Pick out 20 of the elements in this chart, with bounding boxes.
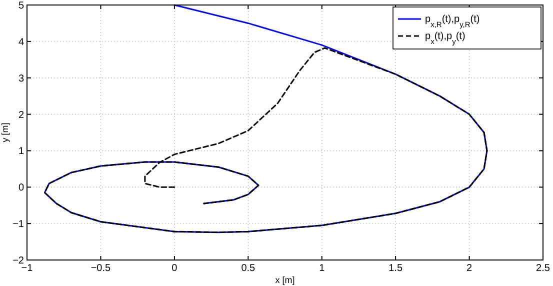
x-tick-label: 0 bbox=[172, 263, 178, 274]
y-tick-label: −1 bbox=[12, 219, 24, 230]
x-tick-label: 1 bbox=[319, 263, 326, 274]
legend-label: p$_{x,R}$(t),p$_{y,R}$(t) bbox=[425, 14, 480, 28]
y-tick-label: 4 bbox=[18, 36, 24, 48]
y-tick-label: 5 bbox=[18, 0, 24, 12]
y-axis-title: y [m] bbox=[0, 122, 10, 142]
y-tick-label: −2 bbox=[12, 256, 24, 266]
y-tick-label: 2 bbox=[18, 110, 24, 121]
x-tick-label: 2 bbox=[466, 263, 473, 274]
x-tick-label: 0.5 bbox=[241, 263, 256, 274]
y-tick-label: 1 bbox=[18, 146, 24, 158]
line-series bbox=[44, 47, 488, 234]
y-tick-label: 0 bbox=[18, 182, 24, 194]
x-tick-label: 1.5 bbox=[388, 263, 403, 274]
x-tick-label: −0.5 bbox=[90, 263, 112, 274]
x-tick-label: 2.5 bbox=[536, 263, 550, 274]
y-tick-label: 3 bbox=[18, 73, 24, 84]
legend-label: p$_{x}$(t),p$_{y}$(t) bbox=[425, 31, 466, 46]
x-axis-title: x [m] bbox=[275, 275, 295, 285]
